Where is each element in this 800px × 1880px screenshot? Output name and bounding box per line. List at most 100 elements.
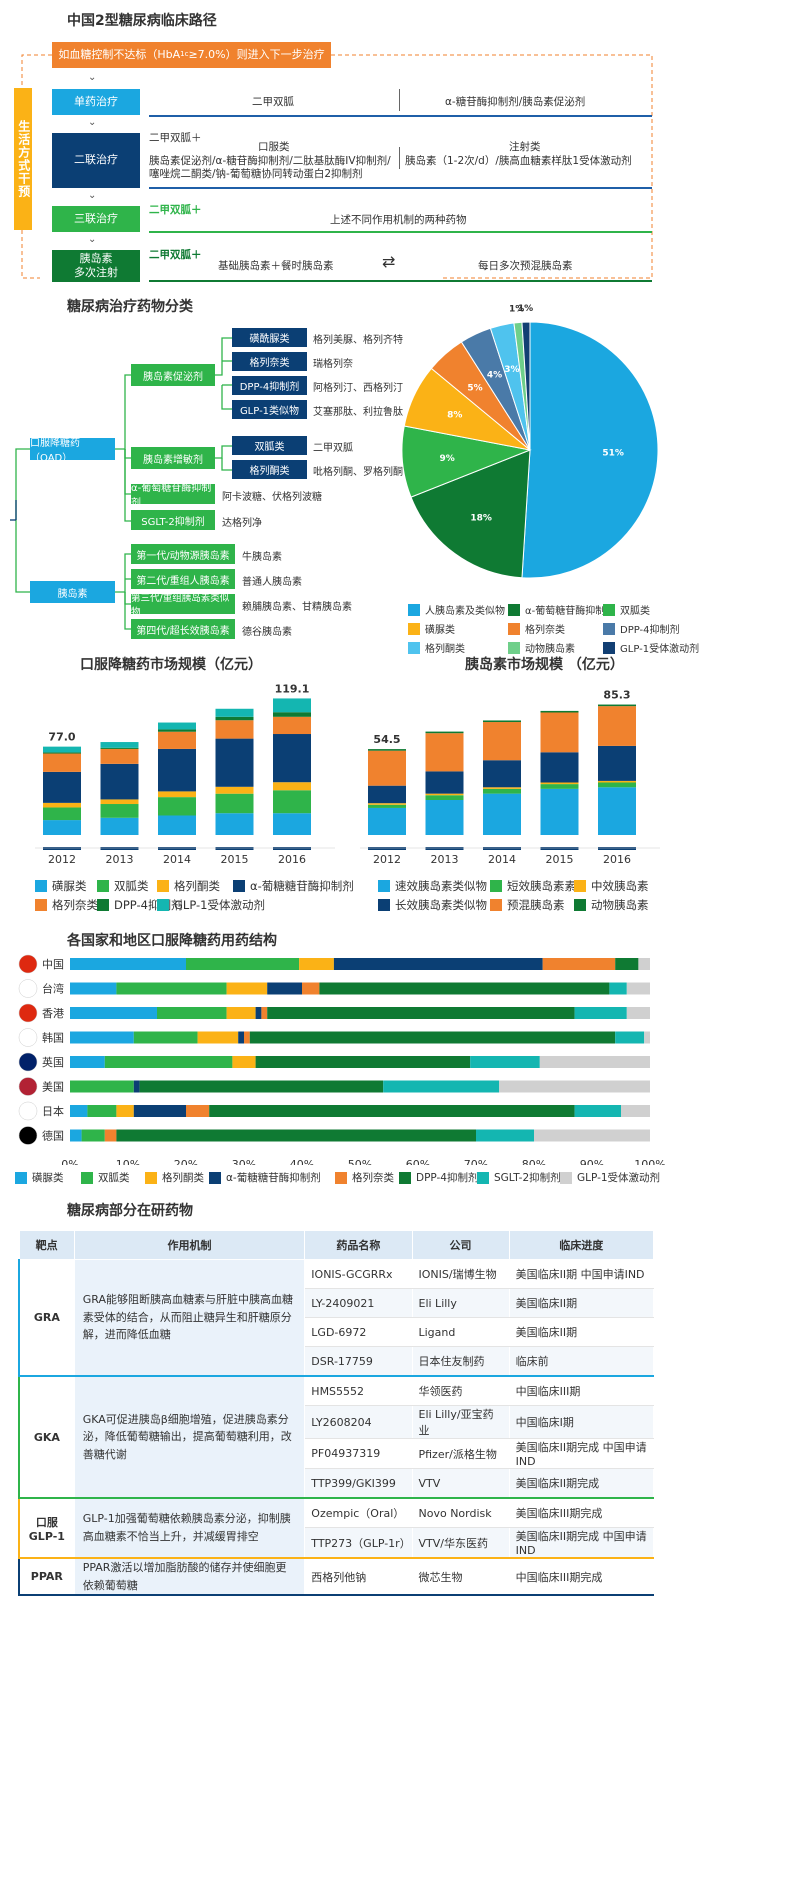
- insulin-chart-title: 胰岛素市场规模 （亿元）: [465, 657, 624, 673]
- x-tick-label: 30%: [232, 1158, 256, 1165]
- country-label: 英国: [42, 1055, 64, 1069]
- insulin-gen2: 第二代/重组人胰岛素: [131, 569, 235, 589]
- bar-segment: [104, 1056, 233, 1068]
- x-tick-label: 10%: [116, 1158, 140, 1165]
- pie-chart: 51% 18% 9% 8% 5% 4%3% 1%1%: [401, 304, 659, 579]
- axis-tick-bar: [540, 847, 579, 850]
- x-tick-label: 60%: [406, 1158, 430, 1165]
- bar-segment: [368, 750, 406, 786]
- bar-segment: [499, 1080, 650, 1093]
- step-dual-label: 二联治疗: [74, 153, 118, 167]
- bar-segment: [81, 1129, 105, 1142]
- bar-segment: [267, 982, 302, 995]
- country-label: 中国: [42, 958, 64, 971]
- bar-segment: [100, 742, 139, 748]
- legend-label: 格列酮类: [174, 879, 220, 893]
- legend-swatch: [408, 641, 420, 654]
- legend-label: SGLT-2抑制剂: [494, 1172, 561, 1184]
- legend-label: 格列奈类: [525, 625, 565, 636]
- country-label: 日本: [42, 1104, 64, 1118]
- legend-item: 磺脲类: [35, 878, 87, 894]
- country-label: 美国: [42, 1081, 64, 1094]
- lifestyle-side-bar: 生活方式干预: [14, 88, 32, 230]
- bar-segment: [158, 791, 196, 798]
- x-tick-label: 2014: [163, 853, 191, 866]
- bar-total-label: 119.1: [275, 682, 310, 695]
- legend-swatch: [399, 1171, 411, 1184]
- tree-lines: [10, 337, 232, 630]
- legend-label: 格列奈类: [352, 1172, 394, 1184]
- table-row: LY-2409021 Eli Lilly 美国临床II期: [19, 1288, 655, 1318]
- bar-segment: [615, 958, 639, 970]
- bar-segment: [425, 793, 464, 796]
- bar-segment: [425, 733, 464, 772]
- legend-label: 磺脲类: [52, 879, 87, 893]
- x-tick-label: 20%: [174, 1158, 198, 1165]
- legend-item: SGLT-2抑制剂: [477, 1170, 561, 1185]
- pie-legend: 人胰岛素及类似物 α-葡萄糖苷酶抑制剂 双胍类 磺脲类 格列奈类 DPP-4抑制剂 格列酮类…: [408, 602, 699, 662]
- pie-slice: [521, 321, 531, 451]
- legend-swatch: [378, 899, 390, 911]
- legend-label: 磺脲类: [32, 1172, 64, 1184]
- bar-segment: [197, 1031, 239, 1044]
- step-triple: 三联治疗: [52, 206, 140, 232]
- bar-segment: [255, 1007, 262, 1019]
- table-cell: HMS5552: [304, 1375, 413, 1406]
- legend-label: GLP-1受体激动剂: [620, 644, 700, 655]
- legend-swatch: [490, 899, 502, 911]
- table-cell: 美国临床II期完成: [508, 1468, 655, 1499]
- legend-swatch: [157, 899, 169, 911]
- axis-tick-bar: [100, 847, 139, 850]
- bar-segment: [476, 1129, 534, 1142]
- bar-segment: [273, 716, 311, 735]
- bar-segment: [226, 982, 268, 995]
- legend-item: 格列奈类: [35, 897, 98, 913]
- legend-item: DPP-4抑制剂: [399, 1170, 479, 1185]
- x-tick-label: 2015: [221, 853, 249, 866]
- legend-swatch: [15, 1171, 27, 1184]
- mono-line: [149, 115, 652, 117]
- bar-segment: [483, 793, 521, 835]
- sub-dpp4-drugs: 阿格列汀、西格列汀: [313, 383, 403, 394]
- bar-segment: [43, 820, 81, 835]
- bar-segment: [483, 787, 521, 789]
- dual-inj-heading: 注射类: [509, 141, 541, 153]
- table-row: 口服 GLP-1 GLP-1加强葡萄糖依赖胰岛素分泌，抑制胰高血糖素不恰当上升，并减…: [17, 1497, 655, 1559]
- table-row: LY2608204 Eli Lilly/亚宝药业 中国临床I期: [19, 1405, 655, 1439]
- bar-segment: [539, 1056, 650, 1068]
- oral-bar-chart: 77.0 2012 2013 2014 2015 119.1 2016: [35, 682, 335, 866]
- x-tick-label: 90%: [580, 1158, 604, 1165]
- sub-glp1-drugs: 艾塞那肽、利拉鲁肽: [313, 407, 403, 418]
- bar-segment: [238, 1031, 244, 1044]
- bar-segment: [598, 782, 636, 788]
- table-cell: LGD-6972: [304, 1317, 413, 1347]
- insulin-line: [149, 280, 652, 282]
- legend-swatch: [408, 603, 420, 616]
- step-mono-label: 单药治疗: [74, 94, 118, 108]
- legend-label: GLP-1受体激动剂: [174, 898, 265, 912]
- bar-segment: [43, 771, 81, 803]
- chevron-down-icon: ⌄: [88, 72, 97, 83]
- axis-tick-bar: [43, 847, 81, 850]
- bar-segment: [470, 1056, 540, 1068]
- sub-sulfonylurea: 磺酰脲类: [232, 328, 307, 347]
- axis-tick-bar: [215, 847, 254, 850]
- mono-right: α-糖苷酶抑制剂/胰岛素促泌剂: [445, 96, 586, 108]
- legend-item: 双胍类: [81, 1170, 130, 1185]
- bar-segment: [534, 1129, 650, 1142]
- step-triple-label: 三联治疗: [74, 211, 118, 225]
- bar-segment: [215, 786, 254, 794]
- table-cell: Eli Lilly: [411, 1288, 510, 1318]
- table-header-cell: 公司: [411, 1230, 510, 1260]
- bar-segment: [598, 706, 636, 746]
- legend-swatch: [508, 603, 520, 616]
- dual-prefix: 二甲双胍＋: [149, 132, 202, 144]
- table-cell: Ligand: [411, 1317, 510, 1347]
- bar-segment: [133, 1080, 140, 1093]
- table-header-cell: 临床进度: [508, 1230, 655, 1260]
- sub-glinide: 格列奈类: [232, 352, 307, 371]
- bar-segment: [232, 1056, 256, 1068]
- legend-item: 格列酮类: [157, 878, 220, 894]
- bar-segment: [70, 1105, 88, 1117]
- legend-swatch: [408, 622, 420, 635]
